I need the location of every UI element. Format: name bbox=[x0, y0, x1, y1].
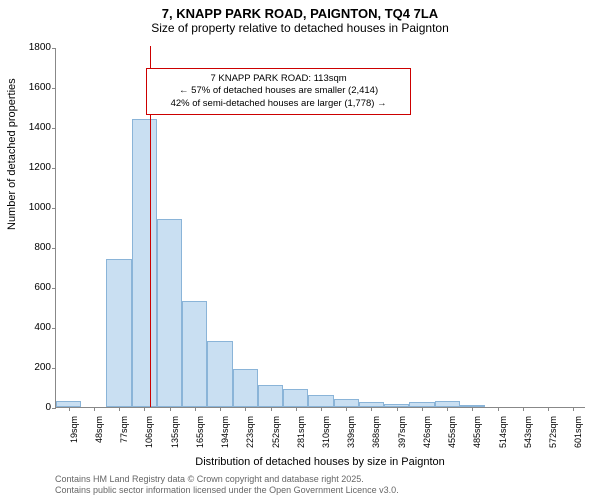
x-tick-label: 223sqm bbox=[245, 416, 255, 456]
histogram-bar bbox=[106, 259, 131, 407]
y-tick-label: 1800 bbox=[11, 42, 51, 53]
x-tick-label: 106sqm bbox=[144, 416, 154, 456]
x-tick-mark bbox=[447, 407, 448, 411]
histogram-bar bbox=[334, 399, 359, 407]
y-tick-mark bbox=[52, 168, 56, 169]
info-line-1: 7 KNAPP PARK ROAD: 113sqm bbox=[153, 73, 404, 85]
y-tick-label: 800 bbox=[11, 242, 51, 253]
y-tick-label: 1200 bbox=[11, 162, 51, 173]
plot-area: 02004006008001000120014001600180019sqm48… bbox=[55, 48, 585, 408]
x-tick-mark bbox=[296, 407, 297, 411]
x-tick-mark bbox=[94, 407, 95, 411]
chart-container: 02004006008001000120014001600180019sqm48… bbox=[55, 48, 585, 408]
property-info-box: 7 KNAPP PARK ROAD: 113sqm← 57% of detach… bbox=[146, 68, 411, 115]
x-tick-mark bbox=[523, 407, 524, 411]
histogram-bar bbox=[182, 301, 207, 407]
y-tick-label: 1000 bbox=[11, 202, 51, 213]
histogram-bar bbox=[308, 395, 333, 407]
x-tick-label: 194sqm bbox=[220, 416, 230, 456]
histogram-bar bbox=[258, 385, 283, 407]
x-tick-label: 397sqm bbox=[397, 416, 407, 456]
x-tick-mark bbox=[245, 407, 246, 411]
x-tick-label: 543sqm bbox=[523, 416, 533, 456]
y-tick-label: 600 bbox=[11, 282, 51, 293]
x-tick-label: 339sqm bbox=[346, 416, 356, 456]
y-tick-mark bbox=[52, 328, 56, 329]
chart-title-main: 7, KNAPP PARK ROAD, PAIGNTON, TQ4 7LA bbox=[0, 0, 600, 21]
histogram-bar bbox=[233, 369, 258, 407]
x-tick-mark bbox=[498, 407, 499, 411]
x-tick-label: 601sqm bbox=[573, 416, 583, 456]
histogram-bar bbox=[283, 389, 308, 407]
x-tick-label: 19sqm bbox=[69, 416, 79, 456]
credit-text: Contains HM Land Registry data © Crown c… bbox=[55, 474, 399, 496]
x-tick-label: 165sqm bbox=[195, 416, 205, 456]
y-tick-mark bbox=[52, 288, 56, 289]
x-tick-label: 572sqm bbox=[548, 416, 558, 456]
x-tick-mark bbox=[397, 407, 398, 411]
credit-line-2: Contains public sector information licen… bbox=[55, 485, 399, 496]
histogram-bar bbox=[157, 219, 182, 407]
x-tick-mark bbox=[548, 407, 549, 411]
x-tick-mark bbox=[119, 407, 120, 411]
x-tick-mark bbox=[573, 407, 574, 411]
x-tick-label: 485sqm bbox=[472, 416, 482, 456]
x-tick-mark bbox=[144, 407, 145, 411]
chart-title-sub: Size of property relative to detached ho… bbox=[0, 21, 600, 39]
x-tick-mark bbox=[170, 407, 171, 411]
y-tick-mark bbox=[52, 368, 56, 369]
y-tick-label: 1600 bbox=[11, 82, 51, 93]
x-tick-mark bbox=[271, 407, 272, 411]
x-tick-mark bbox=[195, 407, 196, 411]
x-tick-label: 135sqm bbox=[170, 416, 180, 456]
x-tick-label: 455sqm bbox=[447, 416, 457, 456]
x-tick-label: 252sqm bbox=[271, 416, 281, 456]
info-line-3: 42% of semi-detached houses are larger (… bbox=[153, 98, 404, 110]
x-tick-label: 368sqm bbox=[371, 416, 381, 456]
histogram-bar bbox=[132, 119, 157, 407]
y-tick-mark bbox=[52, 88, 56, 89]
y-tick-label: 0 bbox=[11, 402, 51, 413]
x-tick-label: 426sqm bbox=[422, 416, 432, 456]
x-tick-mark bbox=[346, 407, 347, 411]
x-tick-mark bbox=[220, 407, 221, 411]
x-tick-mark bbox=[321, 407, 322, 411]
x-tick-label: 77sqm bbox=[119, 416, 129, 456]
credit-line-1: Contains HM Land Registry data © Crown c… bbox=[55, 474, 399, 485]
y-tick-mark bbox=[52, 208, 56, 209]
x-tick-mark bbox=[472, 407, 473, 411]
x-tick-mark bbox=[371, 407, 372, 411]
y-tick-mark bbox=[52, 248, 56, 249]
y-tick-label: 200 bbox=[11, 362, 51, 373]
x-axis-label: Distribution of detached houses by size … bbox=[55, 456, 585, 468]
y-tick-mark bbox=[52, 408, 56, 409]
y-tick-mark bbox=[52, 128, 56, 129]
x-tick-label: 48sqm bbox=[94, 416, 104, 456]
y-tick-mark bbox=[52, 48, 56, 49]
y-tick-label: 1400 bbox=[11, 122, 51, 133]
x-tick-label: 281sqm bbox=[296, 416, 306, 456]
histogram-bar bbox=[207, 341, 232, 407]
x-tick-mark bbox=[422, 407, 423, 411]
info-line-2: ← 57% of detached houses are smaller (2,… bbox=[153, 85, 404, 97]
x-tick-label: 514sqm bbox=[498, 416, 508, 456]
x-tick-mark bbox=[69, 407, 70, 411]
y-tick-label: 400 bbox=[11, 322, 51, 333]
x-tick-label: 310sqm bbox=[321, 416, 331, 456]
